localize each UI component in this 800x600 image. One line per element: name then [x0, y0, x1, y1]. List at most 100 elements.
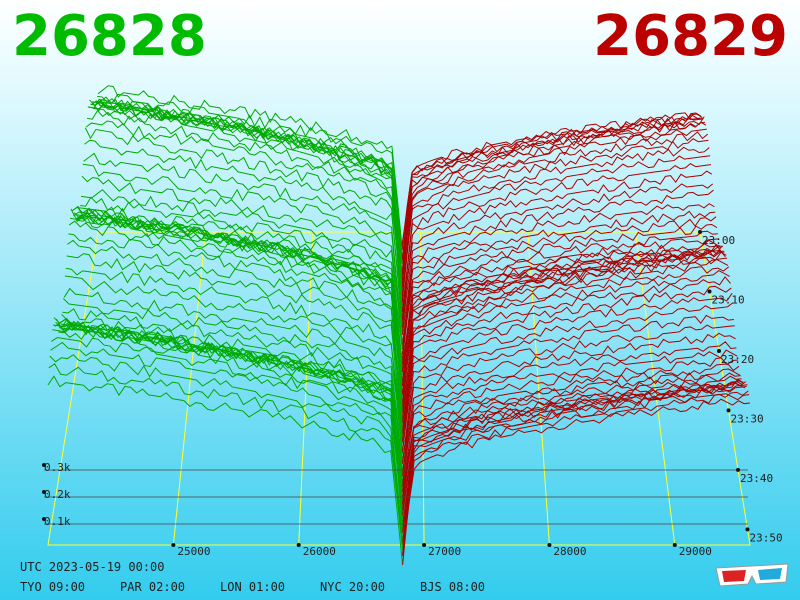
time-tick-label: 23:50	[750, 531, 783, 544]
y-tick-dot	[42, 517, 46, 521]
bid-depth-line	[83, 152, 403, 333]
bid-depth-line	[88, 98, 403, 311]
ask-depth-line	[402, 381, 746, 534]
ask-depth-line	[401, 243, 722, 382]
x-tick-label: 25000	[177, 545, 210, 558]
bid-depth-line	[62, 298, 403, 470]
bid-depth-line	[53, 322, 404, 524]
ask-depth-line	[401, 116, 704, 274]
ask-depth-line	[402, 398, 751, 566]
bid-price: 26828	[12, 4, 207, 69]
ask-depth-line	[401, 259, 729, 424]
ask-depth-line	[401, 243, 721, 373]
grid-line	[172, 231, 206, 546]
ask-depth-line	[401, 138, 709, 302]
bid-depth-line	[85, 120, 403, 327]
ask-depth-line	[401, 269, 730, 438]
ask-depth-line	[401, 250, 724, 394]
bid-depth-line	[87, 106, 403, 316]
clock-nyc: NYC 20:00	[320, 580, 386, 594]
ask-depth-line	[401, 146, 710, 304]
ask-depth-line	[401, 302, 734, 452]
bid-depth-line	[68, 220, 403, 428]
x-tick-label: 28000	[553, 545, 586, 558]
clock-bjs: BJS 08:00	[420, 580, 486, 594]
y-tick-dot	[42, 463, 46, 467]
bid-depth-line	[86, 109, 403, 322]
bid-depth-line	[66, 253, 403, 444]
x-tick-label: 27000	[428, 545, 461, 558]
clock-lon: LON 01:00	[220, 580, 286, 594]
ask-depth-line	[401, 163, 712, 322]
ask-depth-line	[401, 332, 736, 475]
y-tick-label: 0.3k	[44, 461, 71, 474]
bid-depth-line	[65, 267, 403, 454]
bid-depth-line	[82, 163, 403, 348]
3d-glasses-icon[interactable]	[712, 560, 792, 592]
ask-depth-line	[402, 390, 749, 555]
ask-depth-line	[401, 251, 727, 413]
axis-labels: 25000 26000 27000 28000 29000 0.1k 0.2k 0.3k 23:…	[42, 230, 783, 558]
bid-depth-line	[50, 341, 404, 545]
clock-tyo: TYO 09:00	[20, 580, 86, 594]
bid-depth-line	[67, 239, 403, 439]
depth-series	[47, 85, 751, 566]
time-tick-label: 23:10	[712, 293, 745, 306]
ask-depth-line	[401, 210, 716, 344]
x-tick-label: 29000	[679, 545, 712, 558]
x-tick-label: 26000	[303, 545, 336, 558]
bid-depth-line	[54, 317, 404, 518]
ask-depth-line	[401, 112, 702, 251]
ask-depth-line	[401, 249, 725, 403]
bid-depth-line	[53, 317, 404, 528]
ask-depth-line	[401, 216, 717, 350]
bid-depth-line	[51, 337, 404, 540]
ask-depth-line	[402, 385, 747, 544]
bid-depth-line	[81, 175, 403, 344]
time-tick-dot	[736, 467, 740, 472]
bid-depth-line	[80, 189, 403, 349]
time-tick-dot	[698, 230, 702, 234]
ask-depth-line	[402, 379, 745, 525]
ask-depth-line	[401, 183, 714, 329]
bid-depth-line	[84, 127, 403, 327]
time-tick-dot	[707, 289, 712, 294]
x-tick-dot	[547, 543, 552, 547]
ask-depth-line	[401, 131, 708, 297]
clock-par: PAR 02:00	[120, 580, 186, 594]
ask-price: 26829	[593, 4, 788, 69]
bid-depth-line	[80, 196, 403, 364]
ask-depth-line	[401, 285, 732, 442]
time-tick-label: 23:20	[721, 353, 754, 366]
bid-depth-line	[89, 98, 403, 306]
bid-depth-line	[47, 375, 404, 566]
grid-line	[298, 231, 314, 546]
bid-depth-line	[49, 354, 404, 550]
ask-depth-line	[401, 189, 714, 330]
bid-depth-line	[84, 139, 403, 328]
ask-depth-line	[401, 375, 742, 505]
bid-depth-line	[60, 320, 403, 481]
bid-depth-line	[52, 329, 404, 529]
ask-depth-line	[401, 170, 713, 320]
bid-depth-line	[97, 85, 403, 248]
ask-depth-line	[401, 203, 715, 336]
ask-depth-line	[401, 230, 718, 360]
x-tick-dot	[296, 543, 301, 547]
ask-depth-line	[402, 381, 747, 532]
ask-depth-line	[401, 349, 738, 486]
bid-depth-line	[69, 214, 403, 423]
time-tick-label: 23:00	[702, 234, 735, 247]
ask-depth-line	[401, 357, 739, 488]
ask-depth-line	[401, 238, 719, 366]
bid-depth-line	[77, 214, 403, 375]
bid-depth-line	[48, 363, 404, 551]
time-tick-label: 23:40	[740, 472, 773, 485]
ask-depth-line	[401, 341, 737, 477]
bid-depth-line	[71, 206, 403, 412]
x-tick-dot	[422, 543, 427, 547]
y-tick-dot	[42, 490, 46, 494]
ask-depth-line	[401, 314, 734, 465]
y-tick-label: 0.1k	[44, 515, 71, 528]
